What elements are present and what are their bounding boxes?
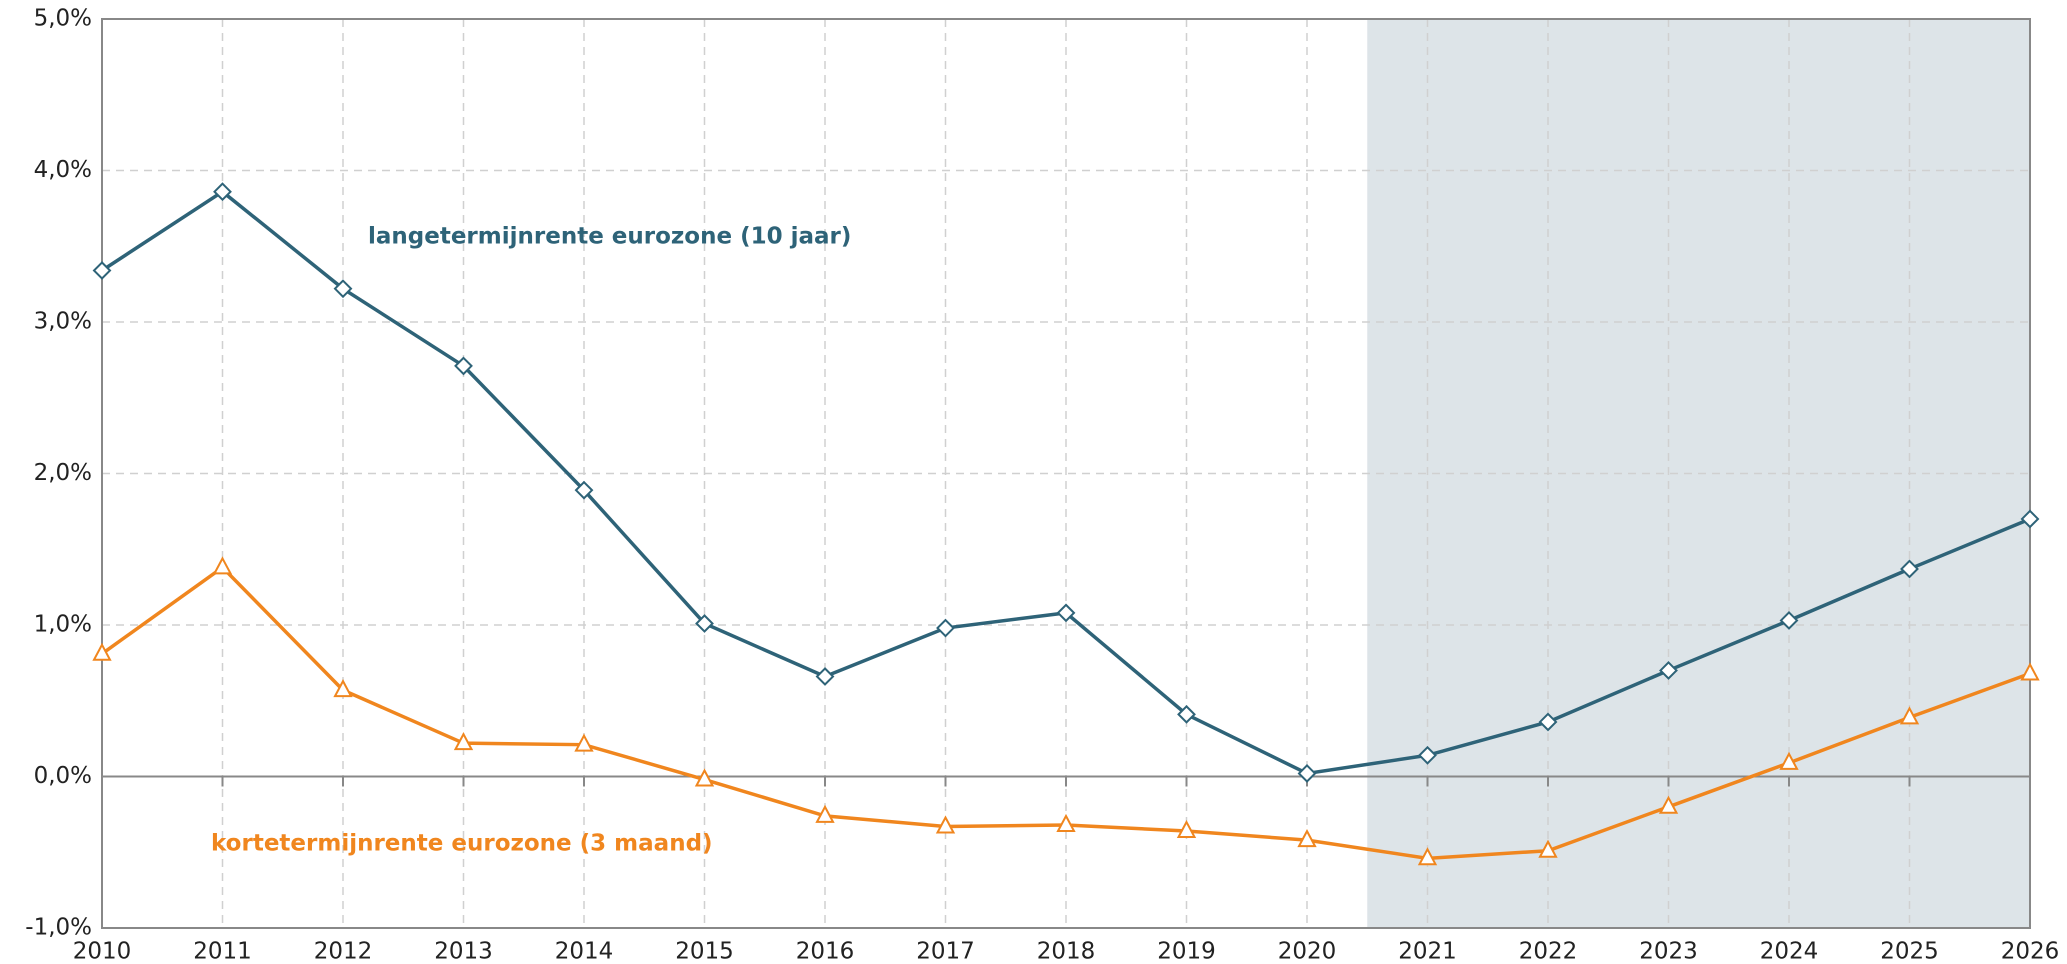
y-tick-label: 2,0% xyxy=(34,460,92,486)
y-tick-label: 4,0% xyxy=(34,157,92,183)
x-tick-label: 2015 xyxy=(675,939,734,964)
x-tick-label: 2024 xyxy=(1760,939,1819,964)
marker xyxy=(333,279,353,299)
marker xyxy=(92,261,112,280)
x-tick-label: 2018 xyxy=(1037,939,1096,964)
x-tick-label: 2026 xyxy=(2001,939,2060,964)
series-label: kortetermijnrente eurozone (3 maand) xyxy=(211,831,713,857)
x-tick-label: 2013 xyxy=(434,939,493,964)
x-tick-label: 2014 xyxy=(555,939,614,964)
marker xyxy=(694,768,715,787)
marker xyxy=(1900,559,1919,579)
x-tick-label: 2022 xyxy=(1519,939,1578,964)
marker xyxy=(1056,603,1076,623)
marker xyxy=(1177,704,1196,724)
marker xyxy=(1297,829,1317,848)
x-tick-label: 2016 xyxy=(796,939,855,964)
series-label: langetermijnrente eurozone (10 jaar) xyxy=(368,224,851,250)
y-tick-label: 5,0% xyxy=(34,6,92,32)
y-tick-label: 0,0% xyxy=(34,763,92,789)
x-tick-label: 2025 xyxy=(1880,939,1939,964)
marker xyxy=(1418,745,1437,765)
y-tick-label: 1,0% xyxy=(34,612,92,638)
marker xyxy=(454,356,473,376)
x-tick-label: 2012 xyxy=(314,939,373,964)
x-tick-label: 2023 xyxy=(1639,939,1698,964)
x-tick-label: 2019 xyxy=(1157,939,1216,964)
marker xyxy=(935,815,956,834)
marker xyxy=(1658,795,1679,814)
marker xyxy=(213,182,232,202)
marker xyxy=(212,556,233,575)
plot-frame xyxy=(101,18,2031,929)
y-tick-label: -1,0% xyxy=(25,915,92,941)
marker xyxy=(1297,764,1317,783)
marker xyxy=(92,642,112,661)
marker xyxy=(1899,706,1920,725)
marker xyxy=(815,667,835,686)
x-tick-label: 2017 xyxy=(916,939,975,964)
marker xyxy=(1538,712,1558,732)
marker xyxy=(1779,611,1799,630)
marker xyxy=(574,733,594,752)
x-tick-label: 2010 xyxy=(73,939,132,964)
marker xyxy=(695,614,714,633)
marker xyxy=(1538,839,1558,858)
marker xyxy=(815,804,835,823)
marker xyxy=(1417,847,1438,866)
marker xyxy=(333,679,353,698)
marker xyxy=(936,618,955,638)
x-tick-label: 2011 xyxy=(193,939,252,964)
y-tick-label: 3,0% xyxy=(34,309,92,335)
marker xyxy=(1176,819,1197,839)
marker xyxy=(2020,509,2040,529)
marker xyxy=(574,480,594,500)
marker xyxy=(453,732,474,751)
marker xyxy=(1056,813,1076,832)
marker xyxy=(1659,661,1678,680)
marker xyxy=(2020,662,2040,681)
x-tick-label: 2020 xyxy=(1278,939,1337,964)
marker xyxy=(1779,751,1799,770)
x-tick-label: 2021 xyxy=(1398,939,1457,964)
